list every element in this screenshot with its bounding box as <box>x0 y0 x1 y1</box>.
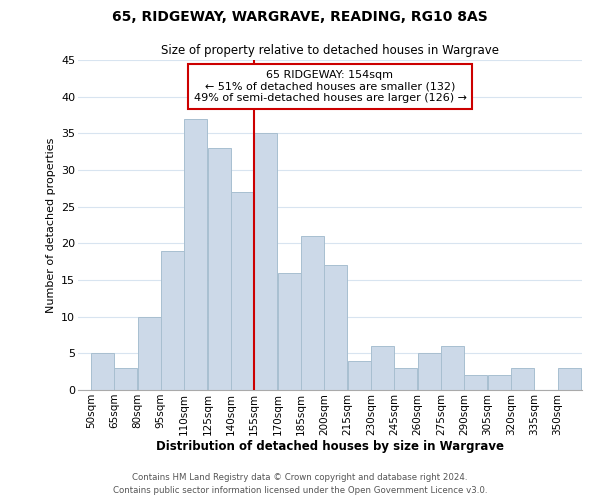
Bar <box>418 354 441 390</box>
Bar <box>208 148 231 390</box>
Bar <box>91 354 114 390</box>
Bar <box>278 272 301 390</box>
Text: 65 RIDGEWAY: 154sqm
← 51% of detached houses are smaller (132)
49% of semi-detac: 65 RIDGEWAY: 154sqm ← 51% of detached ho… <box>193 70 467 103</box>
Bar <box>441 346 464 390</box>
Bar <box>511 368 534 390</box>
Bar <box>254 134 277 390</box>
Bar <box>488 376 511 390</box>
Bar <box>371 346 394 390</box>
X-axis label: Distribution of detached houses by size in Wargrave: Distribution of detached houses by size … <box>156 440 504 454</box>
Bar <box>464 376 487 390</box>
Bar <box>557 368 581 390</box>
Y-axis label: Number of detached properties: Number of detached properties <box>46 138 56 312</box>
Bar <box>184 118 208 390</box>
Title: Size of property relative to detached houses in Wargrave: Size of property relative to detached ho… <box>161 44 499 58</box>
Text: 65, RIDGEWAY, WARGRAVE, READING, RG10 8AS: 65, RIDGEWAY, WARGRAVE, READING, RG10 8A… <box>112 10 488 24</box>
Bar <box>301 236 324 390</box>
Bar <box>137 316 161 390</box>
Bar <box>231 192 254 390</box>
Text: Contains HM Land Registry data © Crown copyright and database right 2024.
Contai: Contains HM Land Registry data © Crown c… <box>113 474 487 495</box>
Bar <box>161 250 184 390</box>
Bar <box>347 360 371 390</box>
Bar <box>394 368 418 390</box>
Bar <box>114 368 137 390</box>
Bar <box>324 266 347 390</box>
